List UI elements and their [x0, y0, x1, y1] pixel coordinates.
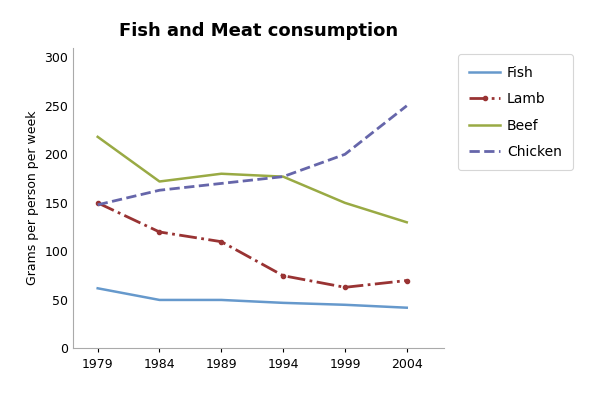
- Chicken: [280, 174, 287, 179]
- Lamb: [218, 239, 225, 244]
- Fish: [218, 297, 225, 302]
- Beef: [403, 220, 410, 225]
- Chicken: [94, 202, 102, 207]
- Beef: [341, 200, 348, 205]
- Lamb: [280, 273, 287, 278]
- Lamb: [94, 200, 102, 205]
- Chicken: [403, 103, 410, 108]
- Fish: [341, 303, 348, 307]
- Line: Beef: Beef: [98, 137, 407, 222]
- Lamb: [156, 230, 163, 234]
- Title: Fish and Meat consumption: Fish and Meat consumption: [119, 23, 398, 40]
- Beef: [280, 174, 287, 179]
- Fish: [403, 305, 410, 310]
- Chicken: [218, 181, 225, 186]
- Fish: [94, 286, 102, 291]
- Chicken: [156, 188, 163, 192]
- Legend: Fish, Lamb, Beef, Chicken: Fish, Lamb, Beef, Chicken: [458, 55, 573, 170]
- Chicken: [341, 152, 348, 157]
- Y-axis label: Grams per person per week: Grams per person per week: [26, 111, 39, 285]
- Line: Chicken: Chicken: [98, 106, 407, 205]
- Beef: [156, 179, 163, 184]
- Beef: [218, 171, 225, 176]
- Fish: [156, 297, 163, 302]
- Lamb: [403, 278, 410, 283]
- Line: Fish: Fish: [98, 288, 407, 308]
- Line: Lamb: Lamb: [95, 201, 409, 289]
- Beef: [94, 135, 102, 139]
- Fish: [280, 301, 287, 305]
- Lamb: [341, 285, 348, 290]
